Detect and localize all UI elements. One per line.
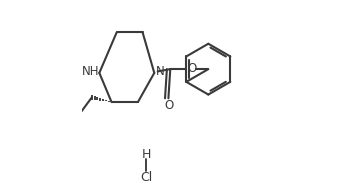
Text: O: O: [187, 62, 196, 75]
Text: O: O: [164, 99, 173, 112]
Text: NH: NH: [82, 65, 100, 78]
Text: Cl: Cl: [140, 171, 152, 184]
Text: H: H: [142, 148, 151, 161]
Text: N: N: [156, 66, 165, 79]
